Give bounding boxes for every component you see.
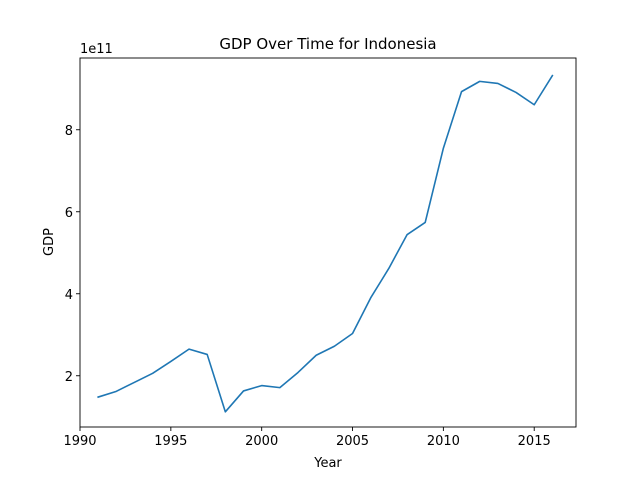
y-axis-label: GDP — [42, 228, 57, 256]
y-tick-label-2: 2 — [65, 370, 73, 385]
x-axis-label: Year — [313, 456, 342, 471]
x-tick-label-2010: 2010 — [427, 434, 460, 449]
x-tick-label-2000: 2000 — [245, 434, 278, 449]
y-tick-label-4: 4 — [65, 288, 73, 303]
x-tick-label-2005: 2005 — [336, 434, 369, 449]
chart-title: GDP Over Time for Indonesia — [219, 35, 436, 53]
x-tick-label-1990: 1990 — [63, 434, 96, 449]
plot-area: 1990 1995 2000 2005 2010 2015 2 4 6 8 — [63, 57, 577, 449]
axes-frame — [79, 57, 577, 428]
y-tick-label-6: 6 — [65, 206, 73, 221]
x-tick-label-1995: 1995 — [154, 434, 187, 449]
series-line-gdp — [97, 74, 554, 413]
y-offset-label: 1e11 — [80, 42, 113, 57]
y-tick-label-8: 8 — [65, 124, 73, 139]
x-tick-label-2015: 2015 — [518, 434, 551, 449]
